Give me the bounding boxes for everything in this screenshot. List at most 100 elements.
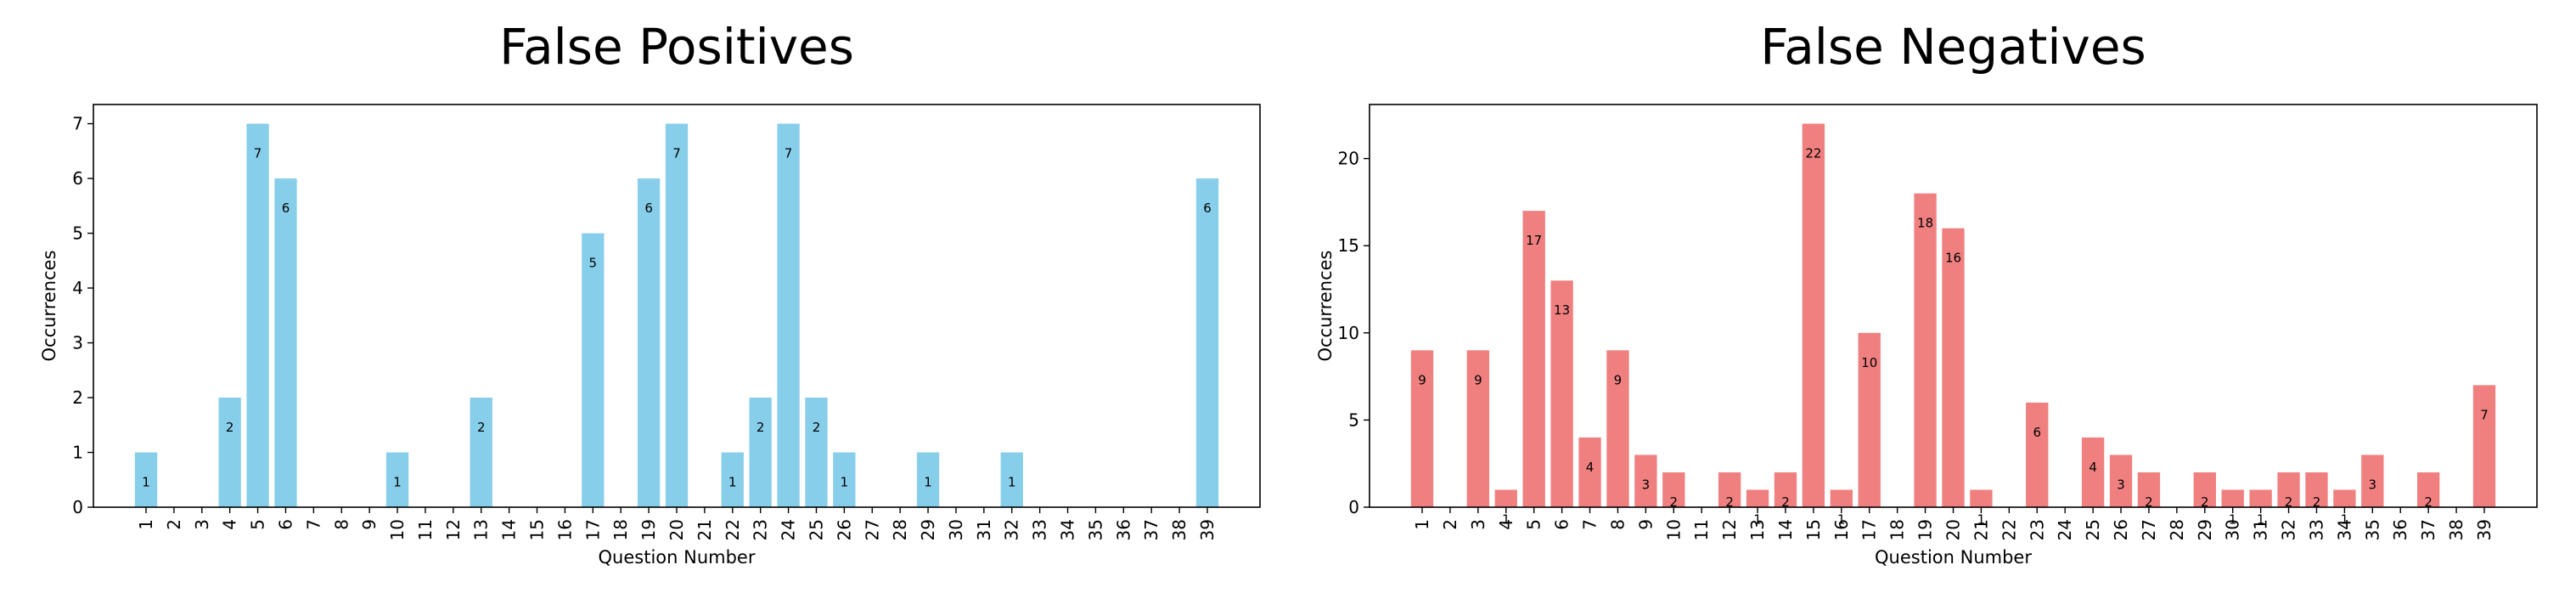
y-axis-label: Occurrences xyxy=(39,250,59,361)
data-label-q39: 6 xyxy=(1203,201,1212,216)
y-tick-label: 0 xyxy=(1348,497,1359,517)
bar-q17 xyxy=(582,233,605,507)
bar-q25 xyxy=(805,398,828,507)
x-tick-label: 17 xyxy=(582,519,603,540)
bar-q25 xyxy=(2081,437,2105,507)
x-tick-label: 8 xyxy=(331,519,352,530)
x-ticks: 1 2 3 4 5 6 7 8 9 10 11 12 13 14 15 16 17 18 19 20 21 22 23 24 2… xyxy=(1412,507,2494,540)
x-tick-label: 22 xyxy=(723,519,743,540)
bar-q5 xyxy=(1522,211,1545,508)
data-label-q29: 2 xyxy=(2201,494,2209,510)
bar-q20 xyxy=(1942,228,1965,507)
data-label-q7: 4 xyxy=(1586,460,1595,475)
x-tick-label: 39 xyxy=(2474,519,2494,540)
bar-q22 xyxy=(721,452,744,507)
bar-q12 xyxy=(1718,472,1741,507)
data-label-q27: 2 xyxy=(2145,494,2153,510)
bar-q27 xyxy=(2137,472,2161,507)
x-tick-label: 18 xyxy=(610,519,631,540)
x-tick-label: 6 xyxy=(1552,519,1572,530)
x-tick-label: 15 xyxy=(527,519,548,540)
x-tick-label: 4 xyxy=(220,519,240,530)
bar-q29 xyxy=(2193,472,2216,507)
y-tick-label: 10 xyxy=(1338,323,1359,343)
bar-q9 xyxy=(1634,455,1657,507)
y-tick-label: 2 xyxy=(72,387,83,408)
data-label-q25: 2 xyxy=(813,420,821,435)
bar-q20 xyxy=(665,123,689,508)
data-label-q14: 2 xyxy=(1781,494,1790,510)
x-tick-label: 21 xyxy=(695,519,715,540)
bar-q26 xyxy=(2109,455,2133,507)
data-label-q9: 3 xyxy=(1642,477,1651,492)
chart-title: False Negatives xyxy=(1760,18,2146,76)
x-tick-label: 21 xyxy=(1971,519,1991,540)
x-tick-label: 7 xyxy=(303,519,323,530)
y-tick-label: 7 xyxy=(72,114,83,134)
x-tick-label: 11 xyxy=(1691,519,1712,540)
x-tick-label: 32 xyxy=(2279,519,2299,540)
data-label-q16: 1 xyxy=(1837,511,1846,527)
bar-q30 xyxy=(2221,489,2244,507)
x-tick-label: 33 xyxy=(2306,519,2326,540)
data-label-q26: 1 xyxy=(841,475,849,490)
data-label-q23: 6 xyxy=(2033,425,2041,440)
x-tick-label: 14 xyxy=(1775,519,1796,540)
bar-q7 xyxy=(1578,437,1601,507)
x-tick-label: 20 xyxy=(1943,519,1964,540)
data-label-q1: 9 xyxy=(1418,372,1426,387)
data-label-q6: 13 xyxy=(1554,302,1570,318)
plot-frame xyxy=(1369,104,2538,508)
x-tick-label: 3 xyxy=(192,519,212,530)
x-tick-label: 22 xyxy=(1999,519,2019,540)
bar-q19 xyxy=(637,178,661,507)
x-tick-label: 24 xyxy=(2055,519,2075,540)
x-tick-label: 3 xyxy=(1468,519,1488,530)
x-tick-label: 35 xyxy=(1085,519,1105,540)
x-tick-label: 14 xyxy=(499,519,520,540)
x-tick-label: 5 xyxy=(1524,519,1544,530)
bar-q4 xyxy=(1494,489,1517,507)
x-tick-label: 26 xyxy=(2111,519,2131,540)
bar-q29 xyxy=(916,452,940,507)
x-tick-label: 30 xyxy=(2223,519,2243,540)
x-ticks: 1 2 3 4 5 6 7 8 9 10 11 12 13 14 15 16 17 18 19 20 21 22 23 24 2… xyxy=(136,507,1218,540)
data-label-q5: 7 xyxy=(254,146,262,161)
data-label-q13: 1 xyxy=(1753,511,1762,527)
y-axis-label: Occurrences xyxy=(1315,250,1336,361)
x-tick-label: 38 xyxy=(1169,519,1190,540)
data-label-q21: 1 xyxy=(1977,511,1986,527)
x-tick-label: 10 xyxy=(387,519,408,540)
data-label-q19: 18 xyxy=(1917,216,1933,231)
bar-q26 xyxy=(833,452,856,507)
data-label-q30: 1 xyxy=(2229,511,2237,527)
data-label-q26: 3 xyxy=(2117,477,2125,492)
y-tick-label: 0 xyxy=(72,497,83,517)
x-tick-label: 36 xyxy=(1113,519,1133,540)
x-tick-label: 19 xyxy=(638,519,659,540)
bar-q10 xyxy=(385,452,409,507)
bar-q32 xyxy=(1000,452,1023,507)
x-tick-label: 27 xyxy=(862,519,882,540)
x-tick-label: 2 xyxy=(1440,519,1460,530)
bar-q23 xyxy=(749,398,772,507)
x-tick-label: 12 xyxy=(443,519,464,540)
bar-q23 xyxy=(2026,402,2049,507)
x-tick-label: 9 xyxy=(1635,519,1656,530)
x-tick-label: 29 xyxy=(918,519,938,540)
x-tick-label: 17 xyxy=(1859,519,1880,540)
x-tick-label: 34 xyxy=(2334,519,2354,540)
bar-q24 xyxy=(777,123,800,508)
false-positives-chart: False Positives Occurrences Question Num… xyxy=(39,18,1261,568)
y-ticks: 0 5 10 15 20 xyxy=(1338,149,1370,517)
data-label-q4: 1 xyxy=(1502,511,1510,527)
bar-q19 xyxy=(1914,193,1937,507)
data-label-q15: 22 xyxy=(1805,146,1821,161)
x-tick-label: 36 xyxy=(2390,519,2410,540)
x-tick-label: 13 xyxy=(471,519,492,540)
data-label-q10: 1 xyxy=(393,475,402,490)
y-tick-label: 5 xyxy=(72,223,83,244)
x-tick-label: 7 xyxy=(1580,519,1600,530)
